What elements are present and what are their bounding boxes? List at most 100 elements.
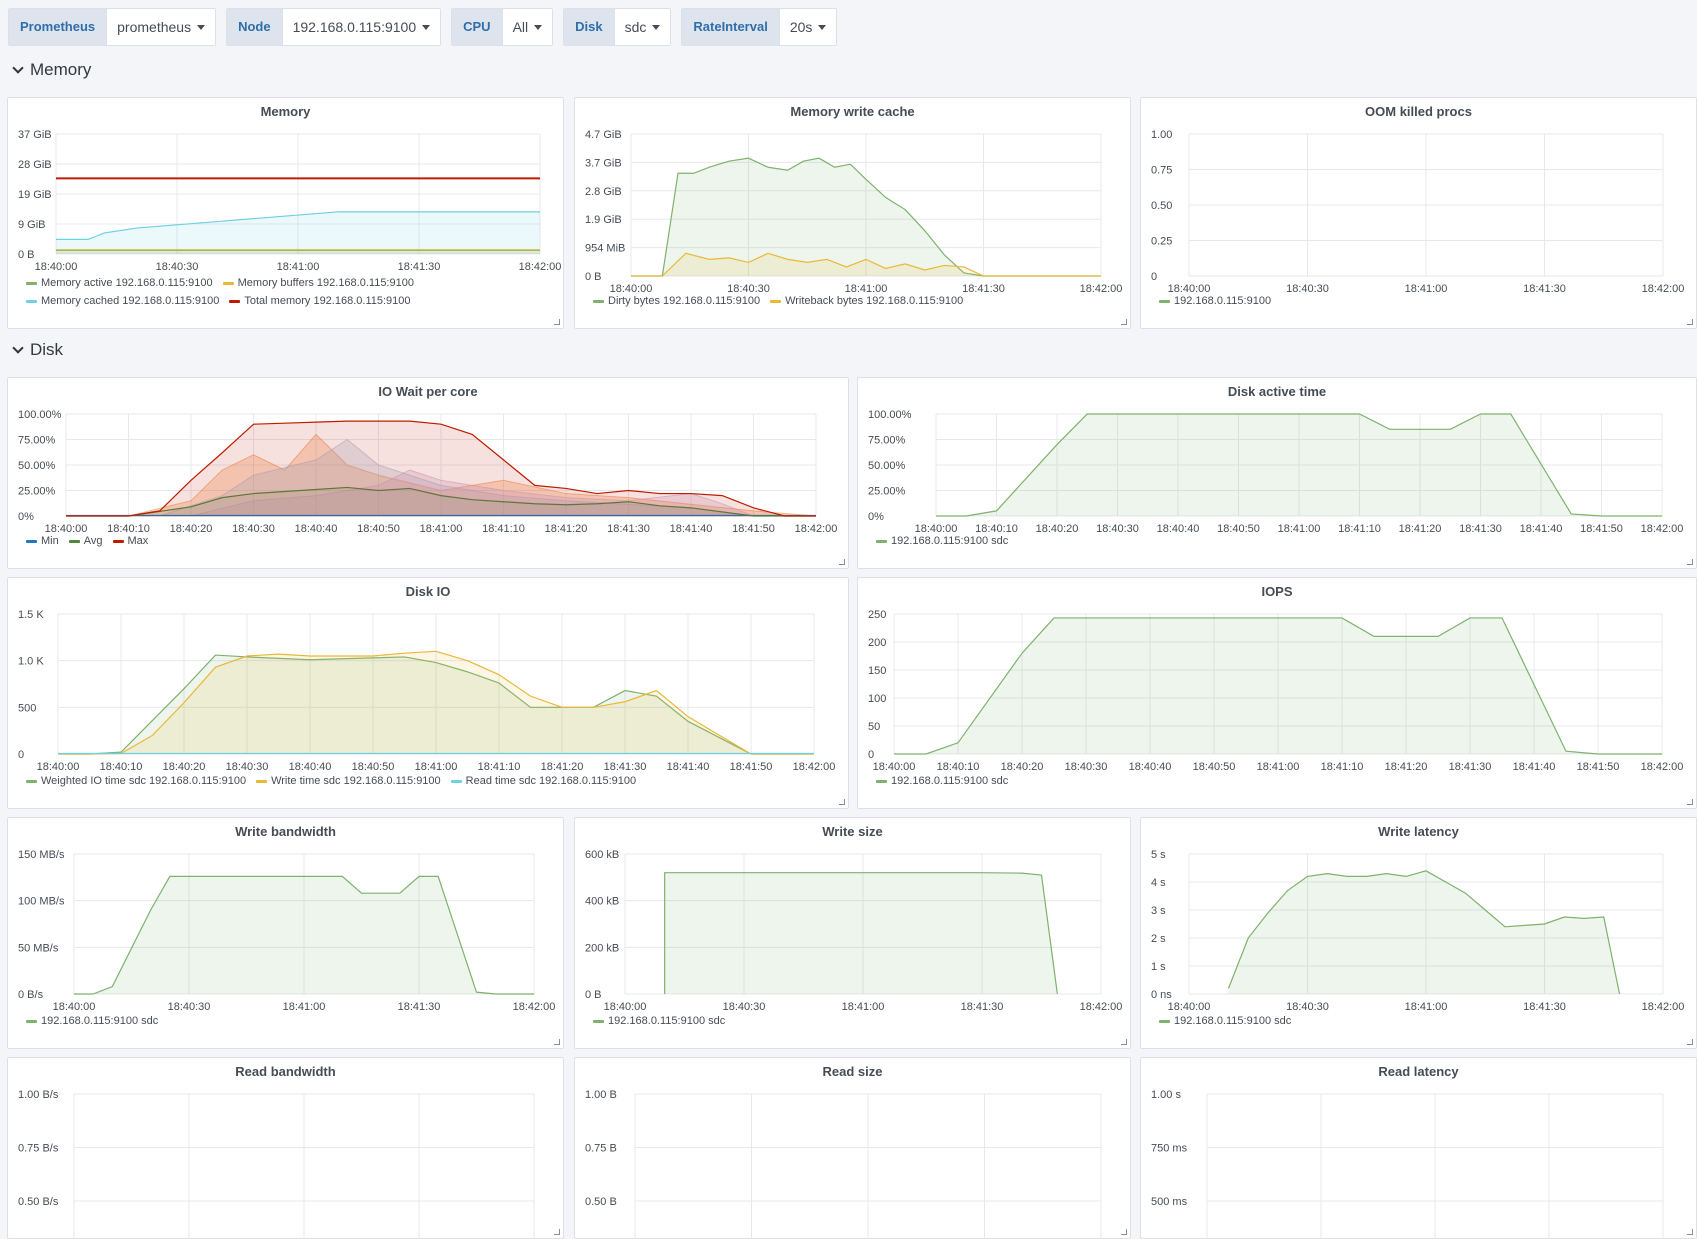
legend-item[interactable]: Writeback bytes 192.168.0.115:9100	[770, 292, 963, 310]
legend-swatch	[26, 540, 37, 543]
y-tick-label: 3.7 GiB	[585, 157, 622, 169]
y-tick-label: 1.00	[1151, 129, 1172, 141]
resize-handle-icon[interactable]	[1121, 1039, 1127, 1045]
legend-item[interactable]: Max	[113, 532, 149, 550]
legend-swatch	[770, 300, 781, 303]
y-tick-label: 75.00%	[868, 435, 906, 447]
legend-item[interactable]: Memory active 192.168.0.115:9100	[26, 274, 213, 292]
variable-dropdown-prometheus[interactable]: prometheus	[106, 9, 215, 45]
legend-row: 192.168.0.115:9100 sdc	[876, 772, 1686, 790]
y-tick-label: 100 MB/s	[18, 896, 65, 908]
y-tick-label: 50	[868, 721, 880, 733]
y-tick-label: 0.50	[1151, 200, 1172, 212]
resize-handle-icon[interactable]	[1687, 799, 1693, 805]
legend: 192.168.0.115:9100 sdc	[1159, 1012, 1686, 1030]
variable-bar: Prometheus prometheus Node 192.168.0.115…	[8, 8, 837, 44]
row-header-memory[interactable]: Memory	[14, 60, 91, 80]
y-tick-label: 0.75 B	[585, 1143, 617, 1155]
legend-item[interactable]: Total memory 192.168.0.115:9100	[229, 292, 410, 310]
legend-swatch	[451, 780, 462, 783]
legend-row: 192.168.0.115:9100 sdc	[1159, 1012, 1686, 1030]
legend-label: Dirty bytes 192.168.0.115:9100	[608, 295, 760, 307]
y-tick-label: 200	[868, 637, 886, 649]
y-tick-label: 954 MiB	[585, 243, 625, 255]
y-tick-label: 600 kB	[585, 849, 619, 861]
resize-handle-icon[interactable]	[839, 559, 845, 565]
resize-handle-icon[interactable]	[839, 799, 845, 805]
legend-label: Memory buffers 192.168.0.115:9100	[238, 277, 414, 289]
variable-dropdown-node[interactable]: 192.168.0.115:9100	[282, 9, 441, 45]
legend-item[interactable]: 192.168.0.115:9100 sdc	[593, 1012, 725, 1030]
y-tick-label: 50.00%	[868, 460, 906, 472]
y-tick-label: 0%	[868, 511, 884, 523]
y-tick-label: 1.00 s	[1151, 1089, 1181, 1101]
y-tick-label: 25.00%	[868, 486, 906, 498]
legend-item[interactable]: Avg	[69, 532, 103, 550]
legend-item[interactable]: Memory cached 192.168.0.115:9100	[26, 292, 219, 310]
chevron-down-icon	[12, 62, 23, 73]
variable-label: Disk	[564, 9, 613, 45]
legend-label: Writeback bytes 192.168.0.115:9100	[785, 295, 963, 307]
y-tick-label: 50.00%	[18, 460, 56, 472]
caret-down-icon	[652, 25, 660, 30]
y-tick-label: 1.00 B/s	[18, 1089, 59, 1101]
caret-down-icon	[422, 25, 430, 30]
legend-swatch	[26, 1020, 37, 1023]
legend-swatch	[26, 282, 37, 285]
variable-dropdown-rateinterval[interactable]: 20s	[779, 9, 837, 45]
legend-swatch	[229, 300, 240, 303]
y-tick-label: 1.9 GiB	[585, 214, 622, 226]
legend-item[interactable]: 192.168.0.115:9100 sdc	[876, 532, 1008, 550]
y-tick-label: 100.00%	[868, 409, 912, 421]
legend-item[interactable]: Weighted IO time sdc 192.168.0.115:9100	[26, 772, 246, 790]
resize-handle-icon[interactable]	[1687, 319, 1693, 325]
legend-swatch	[1159, 300, 1170, 303]
legend-label: Avg	[84, 535, 103, 547]
legend-item[interactable]: Min	[26, 532, 59, 550]
legend-item[interactable]: Read time sdc 192.168.0.115:9100	[451, 772, 636, 790]
legend-item[interactable]: Memory buffers 192.168.0.115:9100	[223, 274, 414, 292]
variable-value: 20s	[790, 9, 813, 45]
legend-swatch	[876, 540, 887, 543]
resize-handle-icon[interactable]	[1687, 1039, 1693, 1045]
y-tick-label: 0.25	[1151, 236, 1172, 248]
y-tick-label: 0.75 B/s	[18, 1143, 59, 1155]
chart-readsize: 0.25 B0.50 B0.75 B1.00 B	[575, 1058, 1130, 1238]
resize-handle-icon[interactable]	[1121, 319, 1127, 325]
legend-label: Total memory 192.168.0.115:9100	[244, 295, 410, 307]
legend-row: Memory active 192.168.0.115:9100 Memory b…	[26, 274, 553, 292]
resize-handle-icon[interactable]	[1687, 559, 1693, 565]
legend-item[interactable]: 192.168.0.115:9100 sdc	[876, 772, 1008, 790]
y-tick-label: 100	[868, 693, 886, 705]
legend-item[interactable]: 192.168.0.115:9100 sdc	[1159, 1012, 1291, 1030]
legend-item[interactable]: 192.168.0.115:9100	[1159, 292, 1271, 310]
legend-item[interactable]: Write time sdc 192.168.0.115:9100	[256, 772, 441, 790]
y-tick-label: 1.0 K	[18, 656, 44, 668]
resize-handle-icon[interactable]	[554, 319, 560, 325]
y-tick-label: 75.00%	[18, 435, 56, 447]
variable-dropdown-disk[interactable]: sdc	[614, 9, 671, 45]
variable-node: Node 192.168.0.115:9100	[226, 8, 441, 46]
legend-item[interactable]: Dirty bytes 192.168.0.115:9100	[593, 292, 760, 310]
resize-handle-icon[interactable]	[554, 1039, 560, 1045]
legend-label: 192.168.0.115:9100 sdc	[891, 535, 1008, 547]
y-tick-label: 3 s	[1151, 905, 1166, 917]
series-area	[894, 618, 1662, 754]
row-header-disk[interactable]: Disk	[14, 340, 63, 360]
y-tick-label: 100.00%	[18, 409, 62, 421]
variable-dropdown-cpu[interactable]: All	[502, 9, 553, 45]
legend-item[interactable]: 192.168.0.115:9100 sdc	[26, 1012, 158, 1030]
